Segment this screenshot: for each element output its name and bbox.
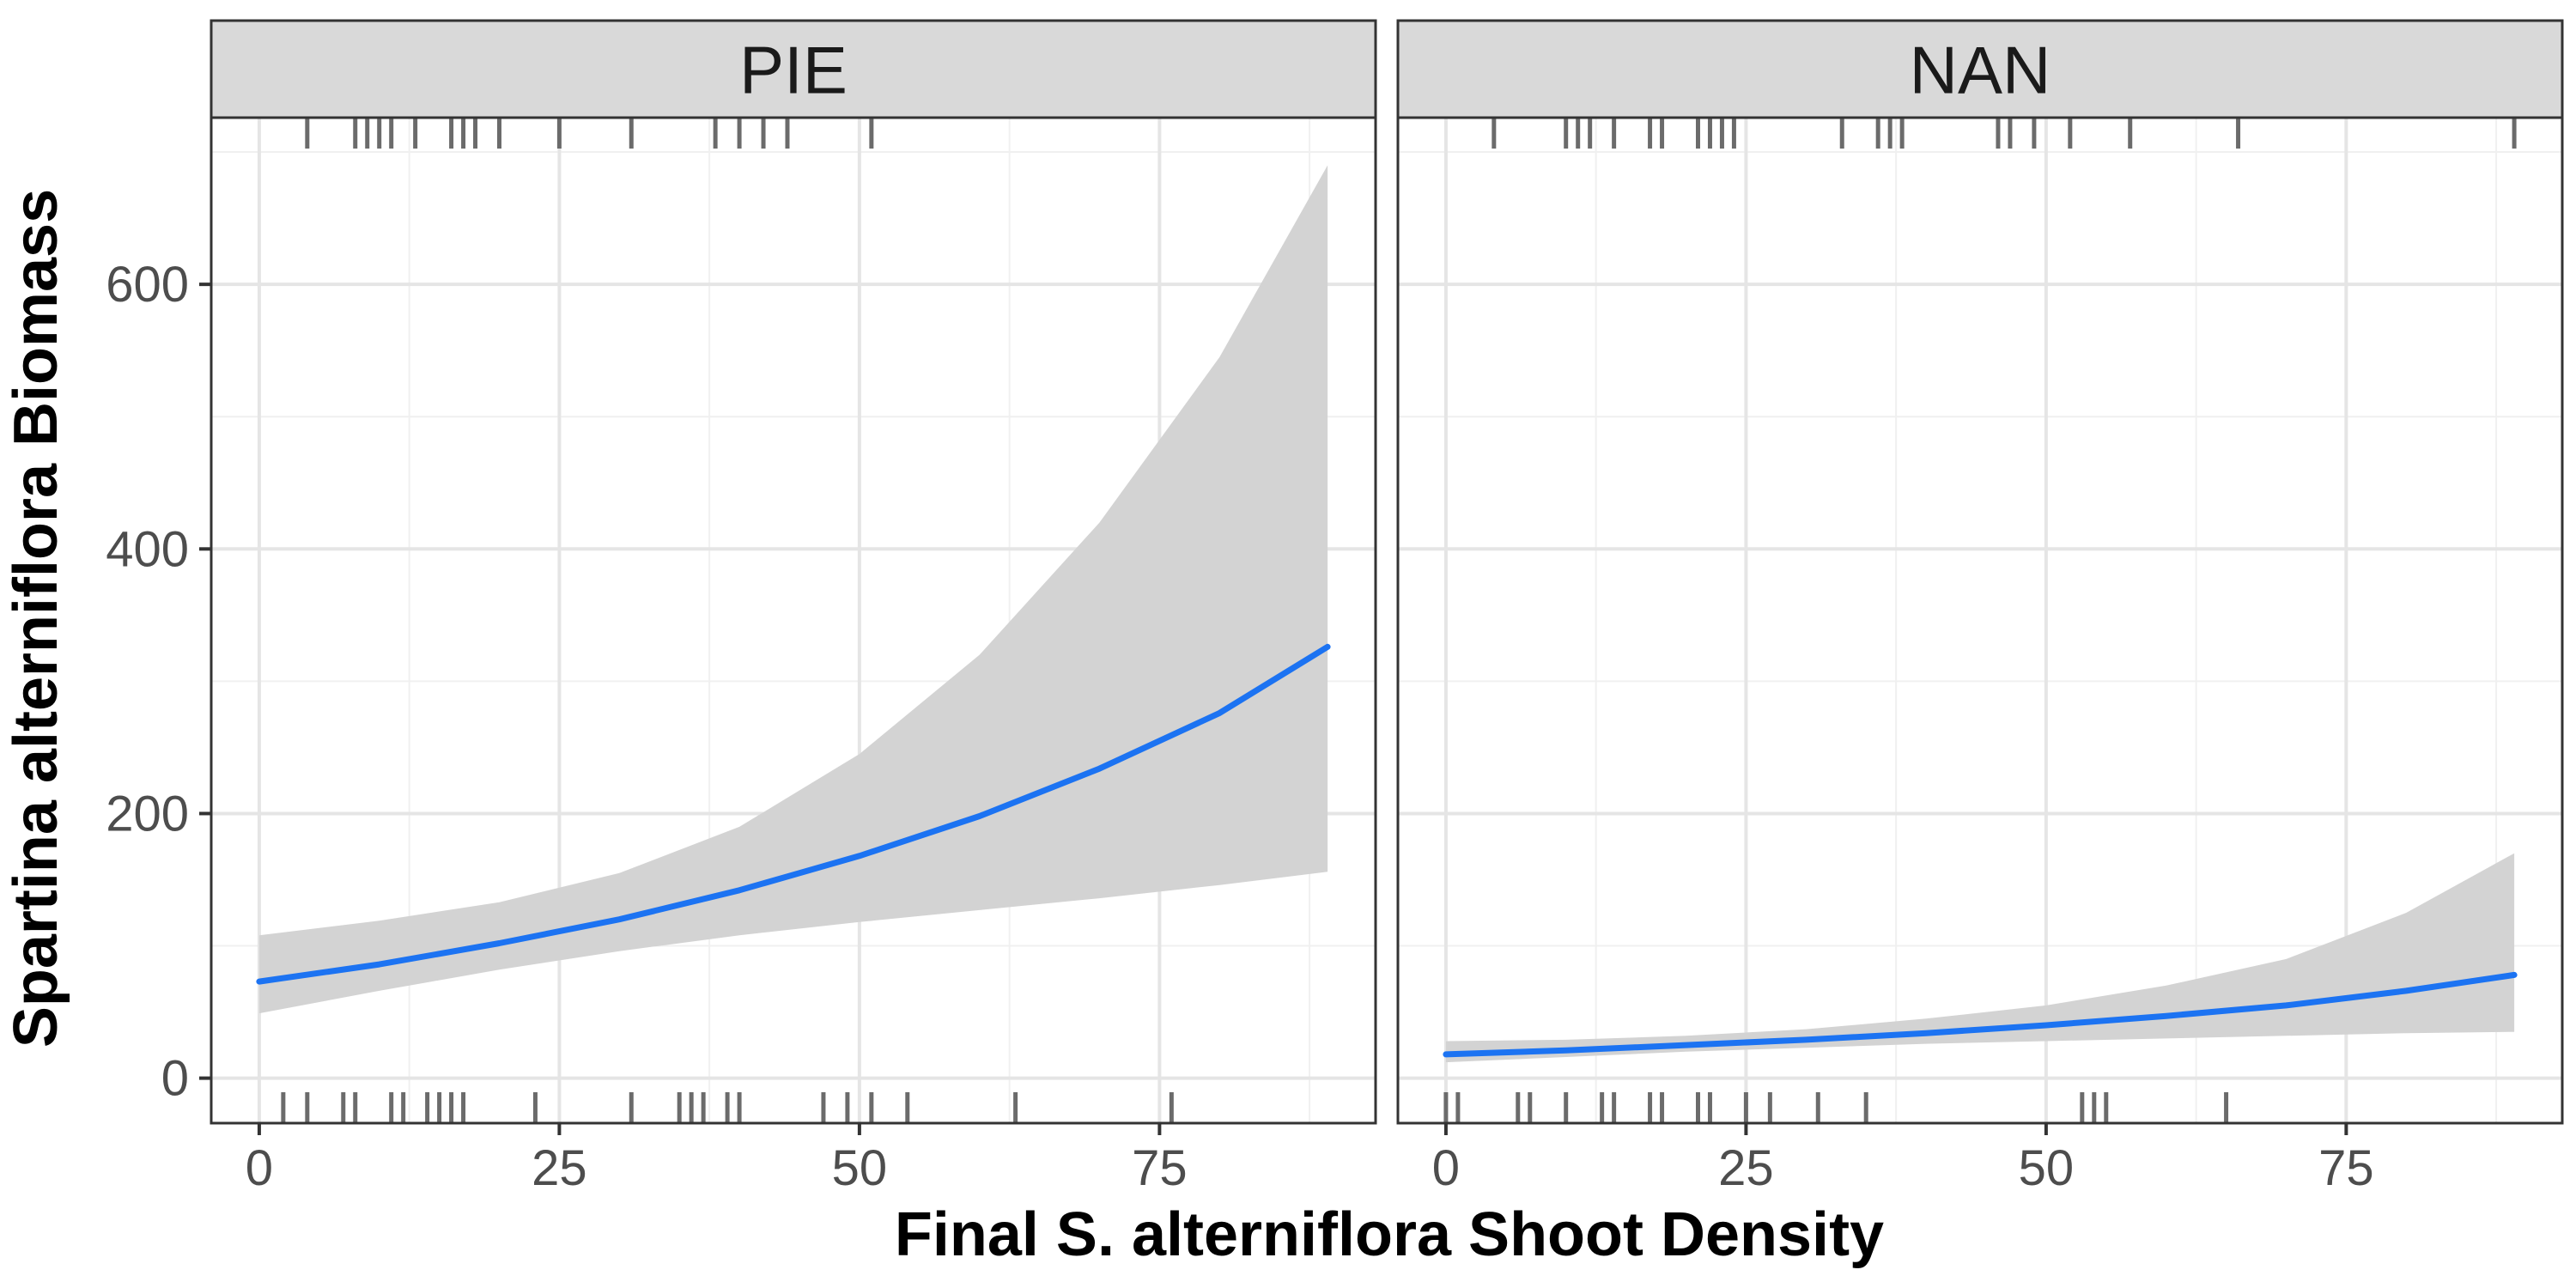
fit-line (1443, 971, 2518, 1058)
rug-bottom (1443, 1092, 2229, 1123)
x-axis: 0 25 50 75 (246, 1123, 1188, 1196)
y-tick-label: 600 (106, 257, 189, 313)
x-tick-label: 0 (1432, 1140, 1460, 1196)
y-axis-title-group: Spartina alterniflora Biomass (2, 189, 70, 1048)
x-tick-label: 25 (532, 1140, 587, 1196)
facet-strip-label: PIE (739, 33, 848, 108)
y-tick-label: 200 (106, 786, 189, 841)
x-tick-label: 50 (832, 1140, 888, 1196)
x-tick-label: 75 (1132, 1140, 1188, 1196)
x-tick-label: 0 (246, 1140, 273, 1196)
x-axis-title: Final S. alterniflora Shoot Density (895, 1200, 1884, 1269)
facet-strip-label: NAN (1910, 33, 2051, 108)
facet-panel-nan: NAN 0 25 50 75 (1396, 19, 2564, 1196)
x-tick-label: 25 (1718, 1140, 1774, 1196)
x-tick-label: 75 (2318, 1140, 2374, 1196)
x-axis: 0 25 50 75 (1432, 1123, 2374, 1196)
confidence-ribbon (258, 165, 1328, 1014)
y-tick-label: 400 (106, 521, 189, 577)
facet-panel-pie: PIE 0 25 50 75 (210, 19, 1377, 1196)
y-tick-label: 0 (161, 1051, 189, 1107)
x-tick-label: 50 (2019, 1140, 2075, 1196)
facet-strip (210, 19, 1377, 119)
rug-top (305, 118, 874, 149)
fit-line (256, 643, 1331, 985)
y-axis: 0 200 400 600 (106, 257, 211, 1107)
facet-strip (1396, 19, 2564, 119)
y-axis-title: Spartina alterniflora Biomass (2, 189, 70, 1048)
rug-bottom (281, 1092, 1174, 1123)
rug-top (1492, 118, 2517, 149)
